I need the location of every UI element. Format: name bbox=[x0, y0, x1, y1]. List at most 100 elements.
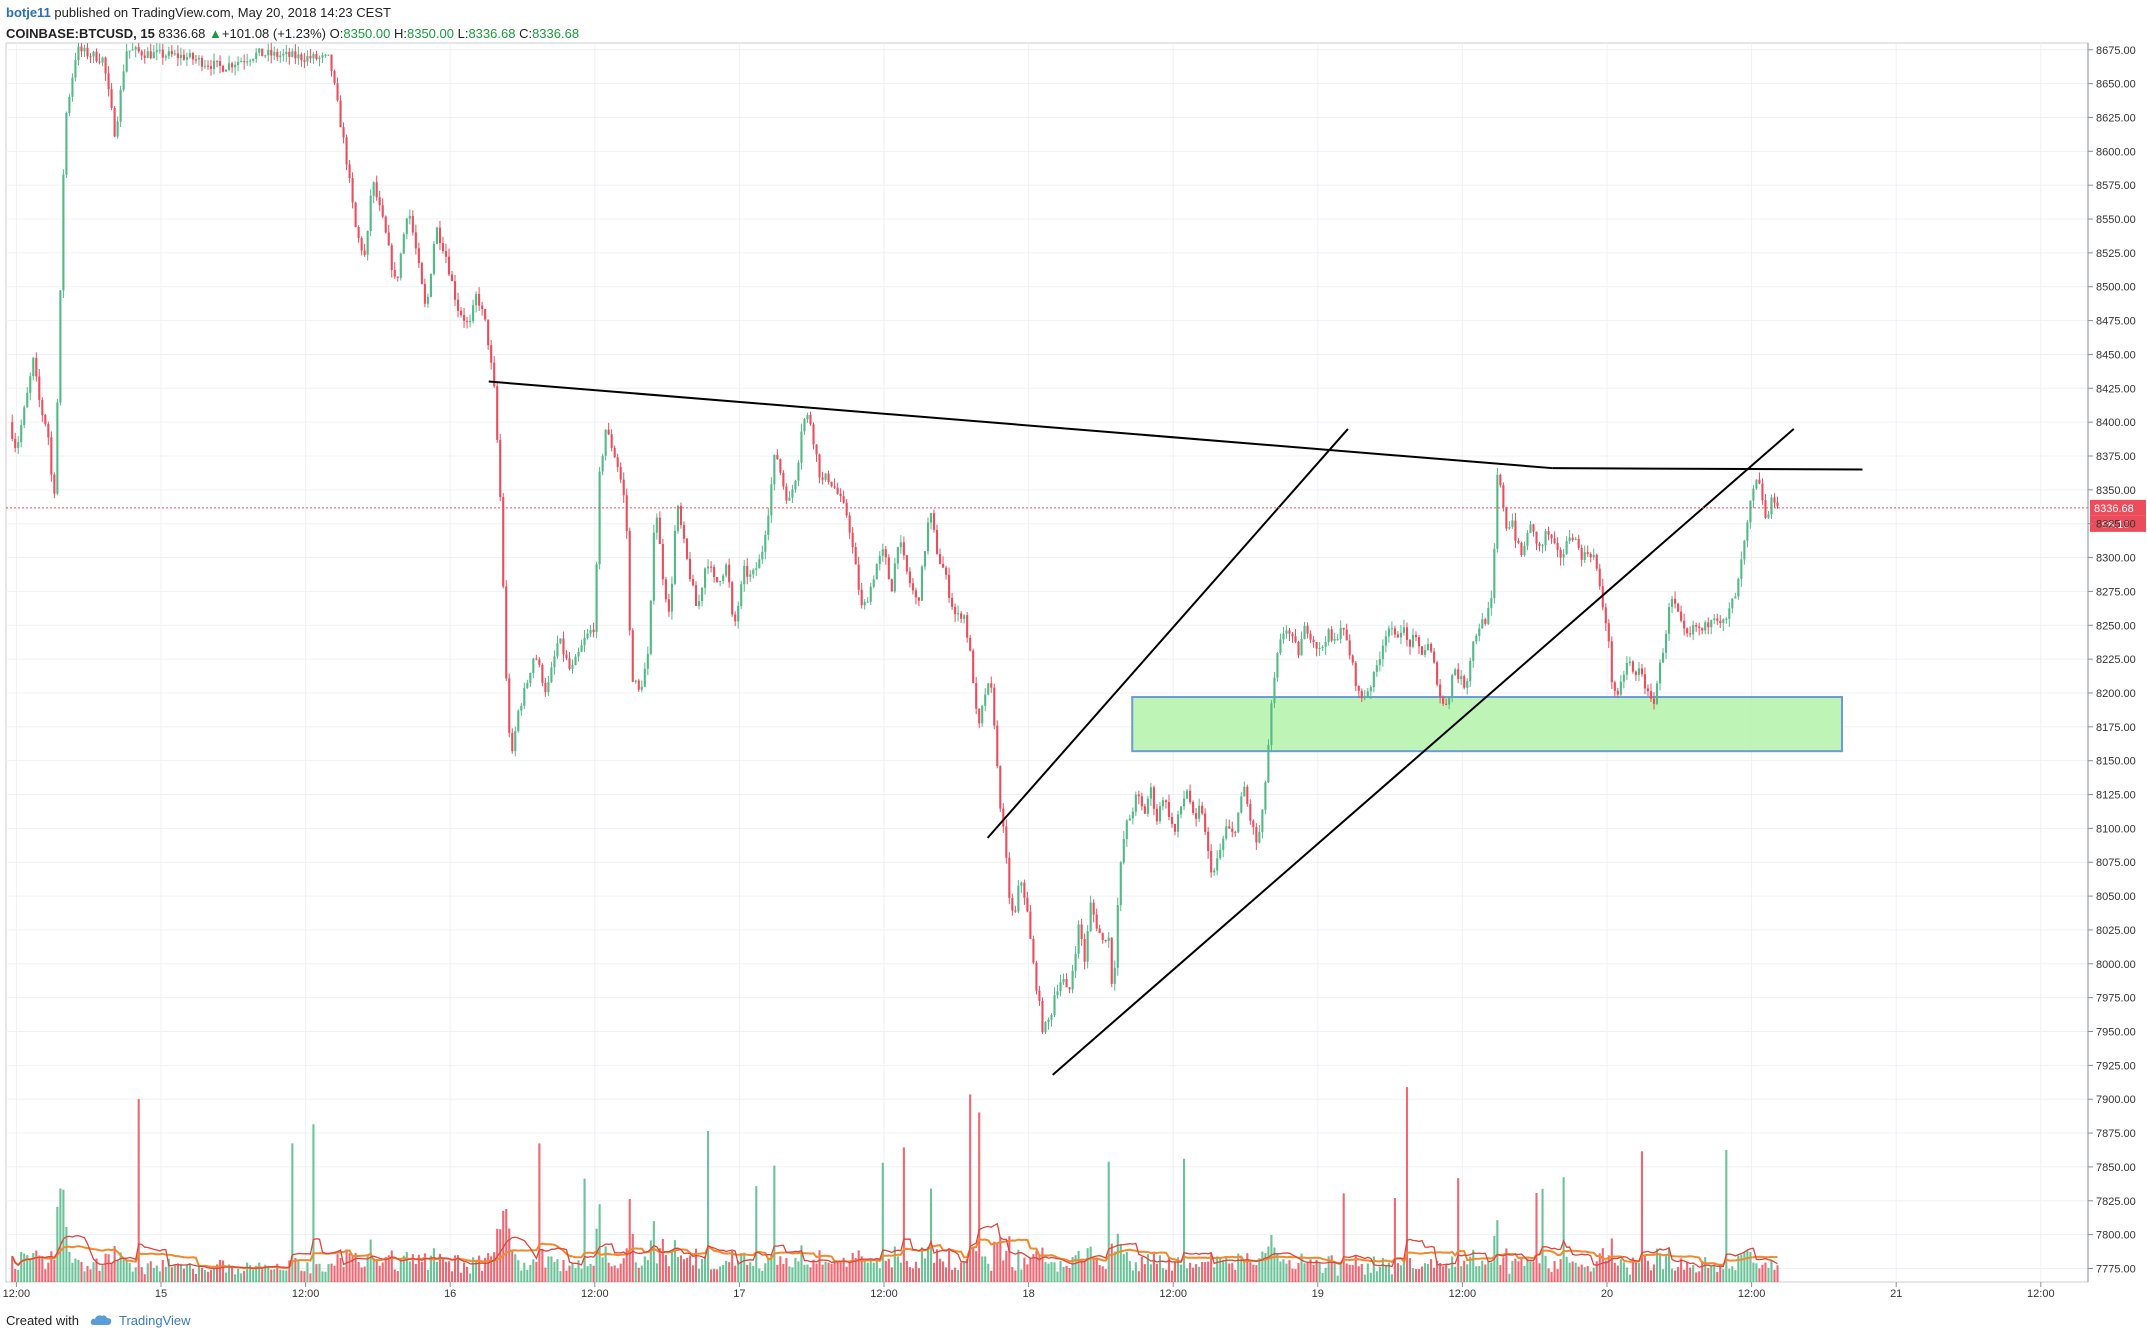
candle-body[interactable] bbox=[297, 54, 300, 59]
candle-body[interactable] bbox=[779, 459, 782, 473]
candle-body[interactable] bbox=[463, 315, 466, 321]
candle-body[interactable] bbox=[963, 615, 966, 619]
candle-body[interactable] bbox=[176, 53, 179, 59]
candle-body[interactable] bbox=[1035, 962, 1038, 991]
candle-body[interactable] bbox=[1466, 681, 1469, 688]
candle-body[interactable] bbox=[56, 402, 59, 494]
candle-body[interactable] bbox=[1104, 940, 1107, 942]
candle-body[interactable] bbox=[1158, 806, 1161, 822]
candle-body[interactable] bbox=[393, 269, 396, 277]
candle-body[interactable] bbox=[255, 52, 258, 59]
candle-body[interactable] bbox=[1707, 622, 1710, 628]
candle-body[interactable] bbox=[321, 55, 324, 58]
candle-body[interactable] bbox=[595, 564, 598, 633]
candle-body[interactable] bbox=[1357, 686, 1360, 691]
candle-body[interactable] bbox=[716, 577, 719, 582]
candle-body[interactable] bbox=[1677, 603, 1680, 612]
candle-body[interactable] bbox=[1469, 660, 1472, 682]
candle-body[interactable] bbox=[945, 567, 948, 575]
candle-body[interactable] bbox=[803, 419, 806, 432]
candle-body[interactable] bbox=[652, 532, 655, 601]
candle-body[interactable] bbox=[1041, 1000, 1044, 1033]
candle-body[interactable] bbox=[1463, 676, 1466, 688]
candle-body[interactable] bbox=[755, 568, 758, 570]
candle-body[interactable] bbox=[131, 49, 134, 51]
candle-body[interactable] bbox=[996, 725, 999, 767]
candle-body[interactable] bbox=[1722, 619, 1725, 623]
candle-body[interactable] bbox=[1562, 554, 1565, 558]
candle-body[interactable] bbox=[1381, 645, 1384, 660]
candle-body[interactable] bbox=[104, 57, 107, 74]
candle-body[interactable] bbox=[905, 555, 908, 572]
candle-body[interactable] bbox=[586, 633, 589, 638]
candle-body[interactable] bbox=[845, 502, 848, 516]
candle-body[interactable] bbox=[1083, 939, 1086, 962]
candle-body[interactable] bbox=[884, 549, 887, 558]
candle-body[interactable] bbox=[1475, 635, 1478, 642]
candle-body[interactable] bbox=[589, 629, 592, 634]
candle-body[interactable] bbox=[1008, 857, 1011, 898]
candle-body[interactable] bbox=[969, 637, 972, 651]
candle-body[interactable] bbox=[1071, 970, 1074, 990]
candle-body[interactable] bbox=[1396, 634, 1399, 638]
candle-body[interactable] bbox=[1490, 598, 1493, 609]
candle-body[interactable] bbox=[1734, 596, 1737, 599]
candle-body[interactable] bbox=[493, 362, 496, 387]
candle-body[interactable] bbox=[466, 320, 469, 322]
channel-upper-trendline[interactable] bbox=[986, 428, 1349, 839]
candle-body[interactable] bbox=[384, 216, 387, 233]
candle-body[interactable] bbox=[339, 100, 342, 128]
candle-body[interactable] bbox=[1116, 905, 1119, 968]
candle-body[interactable] bbox=[438, 227, 442, 244]
candle-body[interactable] bbox=[345, 137, 348, 165]
candle-body[interactable] bbox=[658, 517, 661, 545]
author-link[interactable]: botje11 bbox=[6, 5, 51, 20]
candle-body[interactable] bbox=[65, 112, 68, 175]
candle-body[interactable] bbox=[1649, 691, 1653, 699]
candle-body[interactable] bbox=[1288, 630, 1291, 634]
candle-body[interactable] bbox=[475, 294, 478, 306]
candle-body[interactable] bbox=[1758, 479, 1761, 484]
candle-body[interactable] bbox=[1360, 690, 1363, 699]
candle-body[interactable] bbox=[1122, 839, 1125, 863]
candle-body[interactable] bbox=[926, 522, 930, 552]
candle-body[interactable] bbox=[1544, 531, 1547, 546]
candle-body[interactable] bbox=[1095, 914, 1098, 929]
candle-body[interactable] bbox=[1198, 805, 1201, 819]
candle-body[interactable] bbox=[830, 481, 833, 487]
candle-body[interactable] bbox=[26, 392, 29, 408]
candle-body[interactable] bbox=[1309, 633, 1312, 640]
candle-body[interactable] bbox=[77, 46, 80, 61]
candle-body[interactable] bbox=[1330, 629, 1333, 641]
candle-body[interactable] bbox=[11, 422, 14, 439]
candle-body[interactable] bbox=[1496, 474, 1499, 549]
candle-body[interactable] bbox=[649, 600, 652, 654]
candle-body[interactable] bbox=[188, 53, 191, 58]
candle-body[interactable] bbox=[59, 290, 62, 403]
candle-body[interactable] bbox=[1481, 619, 1484, 629]
candle-body[interactable] bbox=[1499, 474, 1502, 486]
candle-body[interactable] bbox=[1589, 554, 1592, 558]
candle-body[interactable] bbox=[951, 597, 954, 607]
candle-body[interactable] bbox=[1372, 671, 1375, 688]
candle-body[interactable] bbox=[23, 407, 26, 426]
tradingview-brand[interactable]: TradingView bbox=[118, 1312, 191, 1328]
candle-body[interactable] bbox=[1405, 627, 1409, 640]
candle-body[interactable] bbox=[713, 566, 716, 578]
candle-body[interactable] bbox=[240, 61, 243, 63]
candle-body[interactable] bbox=[306, 56, 309, 62]
candle-body[interactable] bbox=[1032, 938, 1035, 963]
candle-body[interactable] bbox=[673, 530, 676, 584]
candle-body[interactable] bbox=[737, 605, 740, 622]
candle-body[interactable] bbox=[984, 694, 987, 706]
channel-lower-trendline[interactable] bbox=[1052, 428, 1795, 1076]
candle-body[interactable] bbox=[50, 437, 53, 475]
candle-body[interactable] bbox=[502, 497, 505, 587]
candle-body[interactable] bbox=[1430, 643, 1433, 652]
candle-body[interactable] bbox=[1529, 524, 1532, 534]
candle-body[interactable] bbox=[1240, 796, 1243, 813]
candle-body[interactable] bbox=[173, 53, 176, 55]
candle-body[interactable] bbox=[1222, 838, 1225, 850]
candle-body[interactable] bbox=[1282, 633, 1285, 640]
candle-body[interactable] bbox=[1622, 674, 1625, 682]
